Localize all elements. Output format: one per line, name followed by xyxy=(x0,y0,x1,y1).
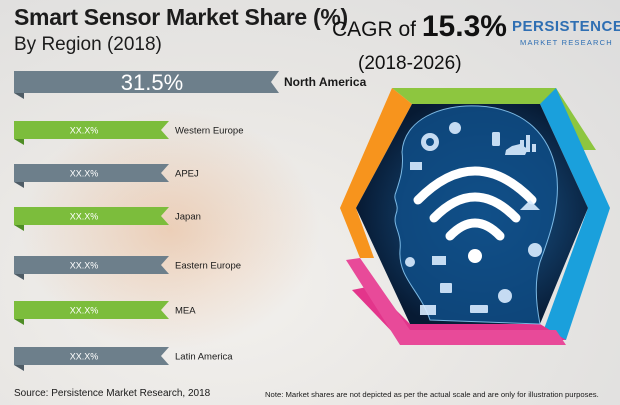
category-label: Latin America xyxy=(175,352,233,363)
cagr-period: (2018-2026) xyxy=(358,53,462,74)
bar-row-mea: XX.X% MEA xyxy=(14,301,196,325)
bar xyxy=(14,347,169,365)
bar-fold xyxy=(14,225,24,231)
value-label: XX.X% xyxy=(70,169,99,179)
bar xyxy=(14,301,169,319)
bar-fold xyxy=(14,365,24,371)
lock-icon xyxy=(440,283,452,293)
mail-icon xyxy=(432,256,446,265)
cloud-icon xyxy=(505,144,528,155)
category-label: Eastern Europe xyxy=(175,261,241,272)
value-label: XX.X% xyxy=(70,126,99,136)
bulb-icon xyxy=(449,122,461,134)
company-logo: PERSISTENCE MARKET RESEARCH xyxy=(512,18,620,62)
bar-row-latin-america: XX.X% Latin America xyxy=(14,347,233,371)
settings-icon xyxy=(528,243,542,257)
bar xyxy=(14,71,279,93)
chart-title: Smart Sensor Market Share (%) xyxy=(14,4,348,30)
hexagon-frame-blue xyxy=(540,88,610,340)
bar-fold xyxy=(14,93,24,99)
cagr-value: 15.3% xyxy=(421,10,507,43)
value-label: 31.5% xyxy=(121,70,183,95)
bar-fold xyxy=(14,274,24,280)
hexagon-frame-pink-bottom xyxy=(346,258,566,345)
value-label: XX.X% xyxy=(70,352,99,362)
category-label: Western Europe xyxy=(175,126,243,137)
battery-icon xyxy=(470,305,488,313)
signal-icon xyxy=(520,200,540,210)
bar-row-japan: XX.X% Japan xyxy=(14,207,201,231)
globe-icon xyxy=(498,289,512,303)
category-label: APEJ xyxy=(175,169,199,180)
bar-fold xyxy=(14,139,24,145)
category-label: Japan xyxy=(175,212,201,223)
disclaimer-note: Note: Market shares are not depicted as … xyxy=(265,390,599,399)
bar xyxy=(14,207,169,225)
hexagon-frame-orange xyxy=(340,88,412,258)
category-label: North America xyxy=(284,75,367,89)
head-profile xyxy=(394,105,558,325)
value-label: XX.X% xyxy=(70,212,99,222)
bar-row-apej: XX.X% APEJ xyxy=(14,164,199,188)
bar xyxy=(14,164,169,182)
bar-row-western-europe: XX.X% Western Europe xyxy=(14,121,243,145)
cagr-heading: CAGR of 15.3% xyxy=(332,10,507,44)
location-icon xyxy=(405,257,415,267)
value-label: XX.X% xyxy=(70,261,99,271)
cagr-prefix: CAGR of xyxy=(332,18,417,41)
bar-fold xyxy=(14,319,24,325)
bar-row-north-america: 31.5% North America xyxy=(14,70,367,99)
logo-tagline: MARKET RESEARCH xyxy=(520,38,613,47)
bar xyxy=(14,256,169,274)
logo-name: PERSISTENCE xyxy=(512,18,620,35)
phone-icon xyxy=(492,132,500,146)
category-label: MEA xyxy=(175,306,196,317)
tech-icons xyxy=(405,122,542,315)
chart-subtitle: By Region (2018) xyxy=(14,34,162,55)
cart-icon xyxy=(410,162,422,170)
source-note: Source: Persistence Market Research, 201… xyxy=(14,388,211,399)
bar-fold xyxy=(14,182,24,188)
bar-row-eastern-europe: XX.X% Eastern Europe xyxy=(14,256,241,280)
wifi-icon xyxy=(413,166,537,263)
monitor-icon xyxy=(420,305,436,315)
value-label: XX.X% xyxy=(70,306,99,316)
bar xyxy=(14,121,169,139)
